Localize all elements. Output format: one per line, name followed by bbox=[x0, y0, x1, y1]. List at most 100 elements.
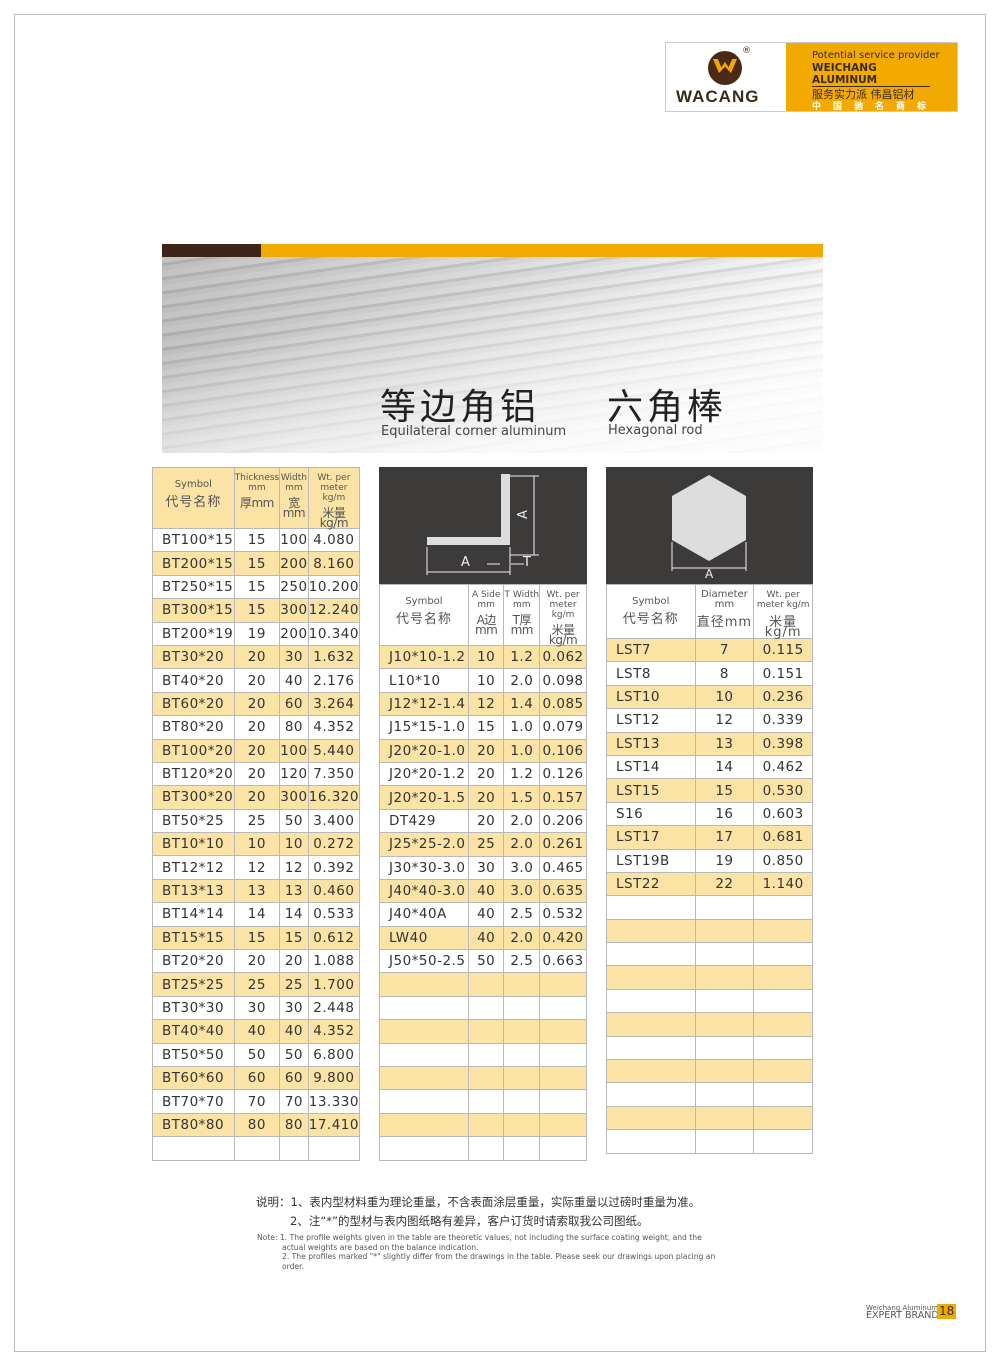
cell-value: 1.088 bbox=[307, 949, 361, 974]
cell-value bbox=[503, 1066, 541, 1091]
cell-value: 300 bbox=[279, 598, 309, 623]
cell-value: 40 bbox=[279, 1019, 309, 1044]
table-row: BT14*14 14 14 0.533 bbox=[152, 902, 361, 927]
empty-row bbox=[379, 1089, 587, 1114]
cell-value bbox=[694, 1082, 755, 1107]
cell-value: 20 bbox=[233, 738, 281, 763]
cell-value: 13.330 bbox=[307, 1089, 361, 1114]
table-row: BT25*25 25 25 1.700 bbox=[152, 972, 361, 997]
cell-symbol: LW40 bbox=[379, 925, 469, 951]
cell-value: 15 bbox=[467, 715, 505, 740]
title-hex-rod-cn: 六角棒 bbox=[607, 387, 728, 428]
header-diameter: Diameter mm 直径mm bbox=[694, 584, 755, 639]
cell-value: 15 bbox=[233, 925, 281, 951]
cell-value: 8.160 bbox=[307, 551, 361, 576]
cell-value bbox=[753, 1129, 813, 1154]
cell-symbol: J50*50-2.5 bbox=[379, 949, 469, 974]
cell-value bbox=[539, 972, 587, 997]
cell-value: 10 bbox=[279, 832, 309, 857]
cell-symbol bbox=[379, 1089, 469, 1114]
cell-value: 0.420 bbox=[539, 925, 587, 951]
cell-value: 300 bbox=[279, 785, 309, 810]
cell-value: 13 bbox=[694, 731, 755, 756]
cell-value: 15 bbox=[279, 925, 309, 951]
cell-value: 12 bbox=[279, 855, 309, 880]
wacang-logo-icon bbox=[708, 51, 742, 85]
cell-value bbox=[753, 965, 813, 990]
cell-symbol: BT200*19 bbox=[152, 621, 235, 646]
cell-value: 1.700 bbox=[307, 972, 361, 997]
cell-value bbox=[467, 1136, 505, 1161]
cell-symbol: BT10*10 bbox=[152, 832, 235, 857]
cell-value bbox=[753, 988, 813, 1014]
cell-symbol: J25*25-2.0 bbox=[379, 832, 469, 857]
footer-tagline: EXPERT BRAND bbox=[866, 1310, 939, 1321]
cell-value: 12 bbox=[694, 708, 755, 733]
title-hex-rod-en: Hexagonal rod bbox=[608, 423, 703, 438]
cell-symbol bbox=[606, 895, 696, 920]
header-symbol: Symbol 代号名称 bbox=[606, 584, 696, 639]
cell-value bbox=[694, 1035, 755, 1061]
table-row: BT13*13 13 13 0.460 bbox=[152, 878, 361, 904]
cell-value: 250 bbox=[279, 574, 309, 600]
cell-value: 19 bbox=[233, 621, 281, 646]
cell-value bbox=[694, 1059, 755, 1084]
cell-value: 25 bbox=[467, 832, 505, 857]
cell-value: 60 bbox=[233, 1065, 281, 1091]
cell-value: 2.448 bbox=[307, 995, 361, 1021]
cell-symbol: LST7 bbox=[606, 637, 696, 663]
empty-row bbox=[606, 895, 813, 920]
cell-value bbox=[467, 995, 505, 1021]
table-row: LST10 10 0.236 bbox=[606, 684, 813, 710]
cell-value: 7.350 bbox=[307, 761, 361, 787]
table-row: J25*25-2.0 25 2.0 0.261 bbox=[379, 832, 587, 857]
table-row: LST19B 19 0.850 bbox=[606, 848, 813, 873]
cell-symbol: BT60*20 bbox=[152, 691, 235, 717]
cell-value bbox=[694, 1129, 755, 1154]
dim-label-a: A bbox=[705, 567, 714, 581]
cell-symbol: LST14 bbox=[606, 754, 696, 780]
cell-value: 20 bbox=[467, 785, 505, 810]
table-row: BT60*20 20 60 3.264 bbox=[152, 691, 361, 717]
cell-value bbox=[539, 1112, 587, 1138]
cell-symbol: BT15*15 bbox=[152, 925, 235, 951]
cell-value: 2.0 bbox=[503, 832, 541, 857]
cell-symbol bbox=[379, 1066, 469, 1091]
cell-symbol: J30*30-3.0 bbox=[379, 855, 469, 880]
cell-value: 4.352 bbox=[307, 1019, 361, 1044]
cell-value: 2.176 bbox=[307, 668, 361, 693]
table-row: BT80*80 80 80 17.410 bbox=[152, 1112, 361, 1138]
cell-symbol: BT80*20 bbox=[152, 715, 235, 740]
header-symbol: Symbol 代号名称 bbox=[379, 584, 469, 646]
cell-value bbox=[539, 1089, 587, 1114]
cell-value: 1.2 bbox=[503, 761, 541, 787]
cell-symbol: LST13 bbox=[606, 731, 696, 756]
cell-value bbox=[753, 942, 813, 967]
cell-value: 20 bbox=[233, 644, 281, 670]
cell-value bbox=[694, 942, 755, 967]
table-row: LST15 15 0.530 bbox=[606, 778, 813, 803]
cell-value: 0.530 bbox=[753, 778, 813, 803]
cell-value: 3.0 bbox=[503, 878, 541, 904]
cell-value: 100 bbox=[279, 527, 309, 553]
cell-symbol: LST19B bbox=[606, 848, 696, 873]
cell-symbol: J20*20-1.2 bbox=[379, 761, 469, 787]
cell-value: 200 bbox=[279, 621, 309, 646]
cell-symbol: J20*20-1.0 bbox=[379, 738, 469, 763]
table-row: BT40*40 40 40 4.352 bbox=[152, 1019, 361, 1044]
cell-symbol: BT30*20 bbox=[152, 644, 235, 670]
cell-value: 0.079 bbox=[539, 715, 587, 740]
table-hex-rod: Symbol 代号名称 Diameter mm 直径mm Wt. per meter… bbox=[606, 584, 813, 1154]
note-cn-2: 2、注“*”的型材与表内图纸略有差异，客户订货时请索取我公司图纸。 bbox=[290, 1214, 649, 1228]
table-row: J40*40-3.0 40 3.0 0.635 bbox=[379, 878, 587, 904]
cell-value bbox=[503, 972, 541, 997]
cell-symbol bbox=[379, 972, 469, 997]
cell-symbol: BT14*14 bbox=[152, 902, 235, 927]
cell-value: 20 bbox=[467, 738, 505, 763]
cell-value: 40 bbox=[467, 925, 505, 951]
cell-value: 60 bbox=[279, 1065, 309, 1091]
cell-symbol bbox=[606, 1012, 696, 1037]
cell-value: 100 bbox=[279, 738, 309, 763]
cell-value: 30 bbox=[279, 995, 309, 1021]
cell-symbol: J12*12-1.4 bbox=[379, 691, 469, 717]
